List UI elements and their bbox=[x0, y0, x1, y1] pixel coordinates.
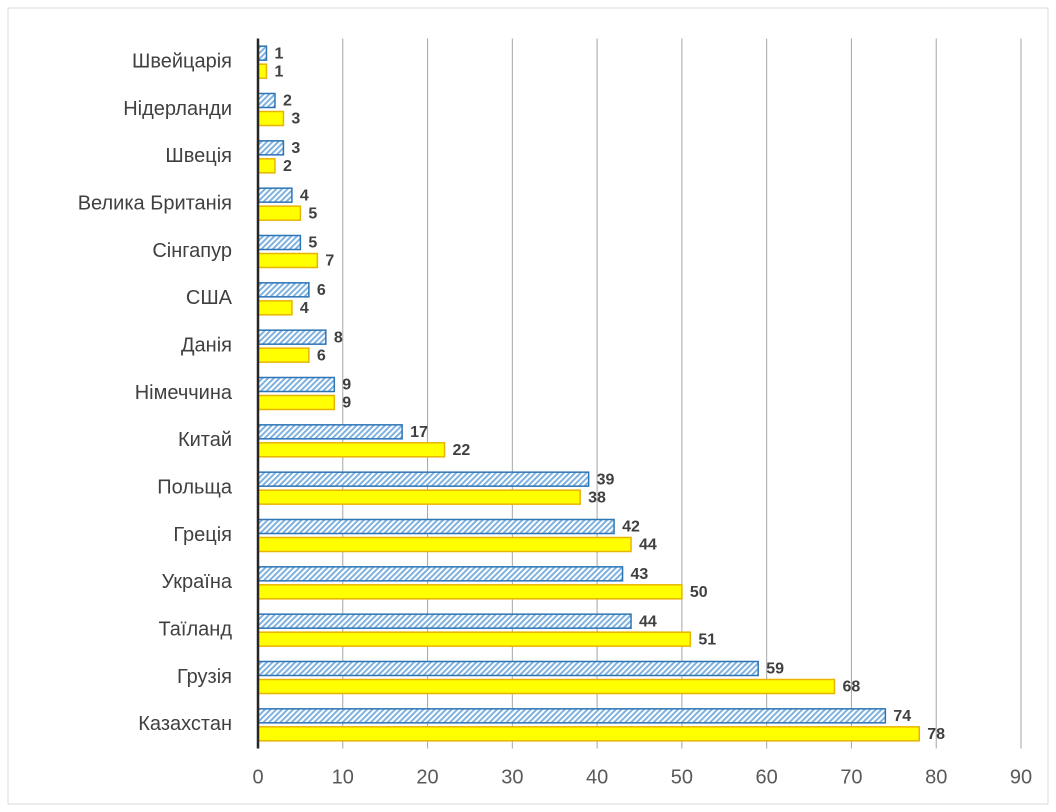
bar bbox=[257, 489, 581, 505]
y-tick-label: Греція bbox=[173, 524, 232, 546]
data-label: 6 bbox=[317, 347, 326, 364]
bar bbox=[257, 660, 759, 677]
bar bbox=[257, 726, 921, 742]
data-label: 2 bbox=[283, 93, 292, 110]
data-label: 9 bbox=[342, 395, 351, 412]
data-label: 7 bbox=[325, 253, 334, 270]
bar bbox=[257, 394, 336, 411]
y-tick-label: Німеччина bbox=[135, 382, 233, 404]
x-tick-label: 10 bbox=[332, 766, 354, 788]
x-tick-label: 40 bbox=[586, 766, 608, 788]
bar bbox=[257, 708, 887, 724]
data-label: 38 bbox=[588, 489, 606, 506]
data-label: 51 bbox=[698, 631, 716, 648]
data-label: 6 bbox=[317, 282, 326, 299]
x-tick-label: 0 bbox=[252, 766, 263, 788]
bar bbox=[257, 110, 285, 127]
y-tick-label: Грузія bbox=[177, 666, 232, 688]
data-label: 2 bbox=[283, 158, 292, 175]
y-tick-label: США bbox=[186, 287, 233, 309]
bar bbox=[257, 442, 446, 458]
x-tick-label: 50 bbox=[671, 766, 693, 788]
bar bbox=[257, 631, 692, 647]
bar bbox=[257, 471, 590, 487]
bar bbox=[257, 300, 293, 316]
data-label: 4 bbox=[300, 187, 309, 204]
x-tick-label: 20 bbox=[416, 766, 438, 788]
data-label: 9 bbox=[342, 377, 351, 394]
bar bbox=[257, 45, 268, 61]
data-label: 50 bbox=[690, 584, 708, 601]
y-tick-label: Швейцарія bbox=[132, 50, 232, 72]
y-tick-label: Польща bbox=[157, 476, 233, 498]
data-label: 3 bbox=[291, 140, 300, 157]
bar bbox=[257, 376, 336, 393]
y-tick-label: Швеція bbox=[165, 145, 232, 167]
data-label: 42 bbox=[622, 519, 640, 536]
bar bbox=[257, 205, 302, 221]
bar bbox=[257, 158, 276, 174]
y-tick-label: Сінгапур bbox=[152, 240, 232, 262]
y-tick-label: Китай bbox=[178, 429, 232, 451]
data-label: 74 bbox=[893, 708, 911, 725]
y-tick-label: Нідерланди bbox=[123, 98, 232, 120]
y-tick-label: Таїланд bbox=[158, 618, 232, 640]
y-tick-label: Данія bbox=[181, 334, 232, 356]
bar bbox=[257, 613, 632, 629]
data-label: 5 bbox=[308, 205, 317, 222]
x-tick-label: 30 bbox=[501, 766, 523, 788]
y-tick-label: Україна bbox=[161, 571, 232, 593]
x-tick-label: 60 bbox=[756, 766, 778, 788]
bar bbox=[257, 329, 327, 345]
data-label: 5 bbox=[308, 235, 317, 252]
data-label: 1 bbox=[274, 45, 283, 62]
data-label: 44 bbox=[639, 537, 657, 554]
data-label: 68 bbox=[842, 679, 860, 696]
x-tick-label: 80 bbox=[925, 766, 947, 788]
bar bbox=[257, 92, 276, 109]
bar bbox=[257, 518, 615, 535]
bar bbox=[257, 566, 624, 582]
data-label: 17 bbox=[410, 424, 428, 441]
data-label: 39 bbox=[597, 471, 615, 488]
bar bbox=[257, 424, 403, 440]
bar bbox=[257, 252, 319, 269]
data-label: 1 bbox=[274, 63, 283, 80]
y-tick-label: Велика Британія bbox=[78, 192, 232, 214]
bar bbox=[257, 140, 285, 156]
bar bbox=[257, 678, 836, 695]
bar bbox=[257, 234, 302, 251]
bar bbox=[257, 282, 310, 298]
bar bbox=[257, 536, 632, 553]
bar bbox=[257, 347, 310, 363]
y-tick-label: Казахстан bbox=[138, 713, 232, 735]
bar bbox=[257, 187, 293, 203]
data-label: 44 bbox=[639, 613, 657, 630]
data-label: 8 bbox=[334, 329, 343, 346]
data-label: 59 bbox=[766, 661, 784, 678]
data-label: 3 bbox=[291, 111, 300, 128]
data-label: 78 bbox=[927, 726, 945, 743]
data-label: 43 bbox=[631, 566, 649, 583]
bar bbox=[257, 63, 268, 79]
x-tick-label: 70 bbox=[840, 766, 862, 788]
bar bbox=[257, 584, 683, 600]
data-label: 22 bbox=[453, 442, 471, 459]
data-label: 4 bbox=[300, 300, 309, 317]
x-tick-label: 90 bbox=[1010, 766, 1032, 788]
